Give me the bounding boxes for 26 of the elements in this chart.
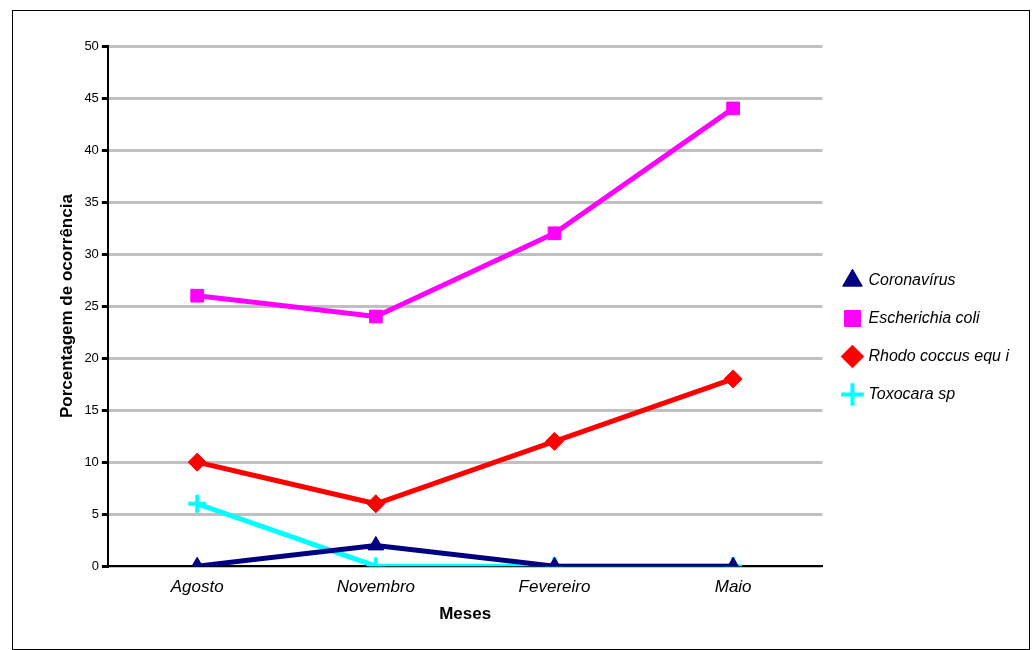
y-tick-label: 25 (84, 297, 99, 313)
legend-label: Coronavírus (868, 270, 956, 288)
y-tick-label: 20 (84, 349, 99, 365)
y-tick-label: 30 (84, 245, 99, 261)
y-tick-label: 5 (91, 505, 99, 521)
point (367, 535, 385, 551)
y-tick-label: 50 (84, 37, 99, 53)
legend-label: Escherichia coli (868, 308, 981, 326)
x-tick-label: Agosto (169, 577, 224, 597)
legend-label: Rhodo coccus equ i (868, 346, 1010, 364)
x-tick-label: Fevereiro (518, 577, 591, 597)
x-tick-label: Novembro (336, 577, 416, 597)
y-axis-title: Porcentagem de ocorrência (56, 193, 76, 419)
legend-label: Toxocara sp (868, 384, 956, 402)
y-tick-label: 35 (84, 193, 99, 209)
y-tick-label: 40 (84, 141, 99, 157)
point (547, 226, 562, 241)
y-tick-label: 45 (84, 89, 99, 105)
x-tick-label: Maio (714, 577, 752, 597)
point (368, 309, 383, 324)
y-tick-label: 10 (84, 453, 99, 469)
point (190, 288, 205, 303)
point (723, 369, 743, 389)
y-tick-label: 0 (91, 557, 99, 573)
x-axis-title: Meses (439, 604, 492, 624)
y-tick-label: 15 (84, 401, 99, 417)
